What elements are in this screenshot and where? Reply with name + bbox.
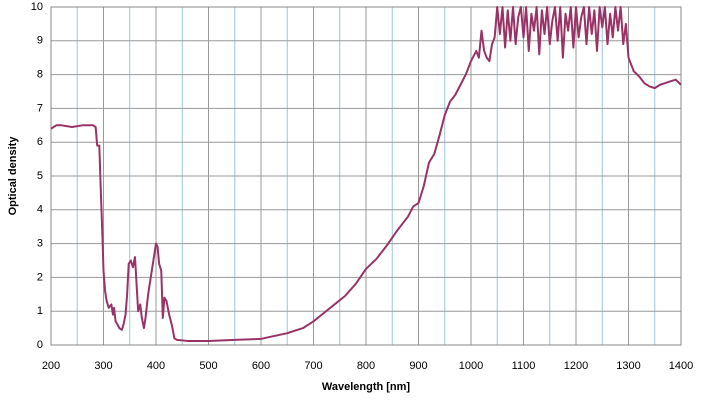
y-tick-label: 2: [37, 271, 43, 283]
y-axis-title: Optical density: [7, 136, 19, 216]
x-tick-label: 200: [42, 360, 60, 372]
y-tick-label: 10: [31, 1, 43, 13]
x-tick-label: 700: [304, 360, 322, 372]
x-tick-label: 1000: [459, 360, 483, 372]
x-axis-title: Wavelength [nm]: [322, 381, 411, 393]
x-tick-label: 800: [357, 360, 375, 372]
x-tick-label: 1300: [616, 360, 640, 372]
x-tick-label: 1200: [564, 360, 588, 372]
y-tick-label: 9: [37, 35, 43, 47]
x-tick-label: 900: [409, 360, 427, 372]
x-tick-label: 600: [252, 360, 270, 372]
plot-border: [50, 6, 682, 346]
data-line: [50, 6, 682, 342]
y-tick-label: 1: [37, 305, 43, 317]
y-tick-label: 5: [37, 170, 43, 182]
x-tick-label: 1100: [512, 360, 536, 372]
x-tick-label: 300: [94, 360, 112, 372]
x-tick-label: 400: [147, 360, 165, 372]
y-tick-label: 7: [37, 102, 43, 114]
x-tick-label: 500: [199, 360, 217, 372]
x-tick-label: 1400: [669, 360, 693, 372]
y-tick-label: 8: [37, 69, 43, 81]
y-tick-label: 3: [37, 238, 43, 250]
y-tick-label: 4: [37, 204, 43, 216]
y-tick-label: 0: [37, 339, 43, 351]
y-tick-label: 6: [37, 136, 43, 148]
